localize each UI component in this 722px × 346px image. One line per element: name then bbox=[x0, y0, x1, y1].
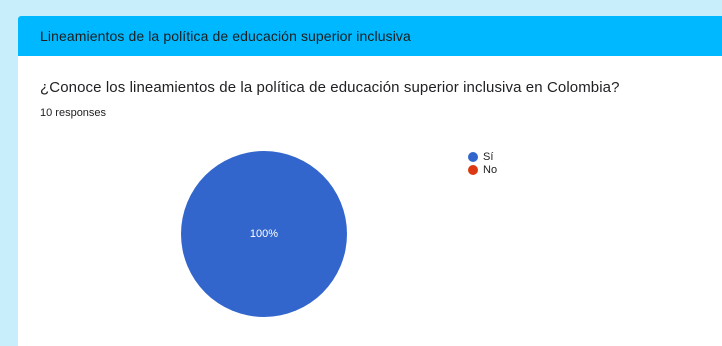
question-card: Lineamientos de la política de educación… bbox=[18, 16, 722, 346]
section-header: Lineamientos de la política de educación… bbox=[18, 16, 722, 56]
pie-chart: 100% bbox=[181, 151, 347, 317]
response-count: 10 responses bbox=[40, 107, 107, 119]
chart-legend: Sí No bbox=[468, 150, 497, 176]
question-title: ¿Conoce los lineamientos de la política … bbox=[40, 79, 620, 96]
legend-swatch-si bbox=[468, 151, 478, 162]
legend-item-no[interactable]: No bbox=[468, 163, 497, 176]
legend-label-si: Sí bbox=[483, 150, 494, 163]
pie-slice-si[interactable] bbox=[181, 151, 347, 317]
legend-item-si[interactable]: Sí bbox=[468, 150, 497, 163]
pie-slices bbox=[181, 151, 347, 317]
legend-label-no: No bbox=[483, 163, 498, 176]
legend-swatch-no bbox=[468, 164, 478, 175]
pie-slice-label: 100% bbox=[250, 228, 278, 240]
